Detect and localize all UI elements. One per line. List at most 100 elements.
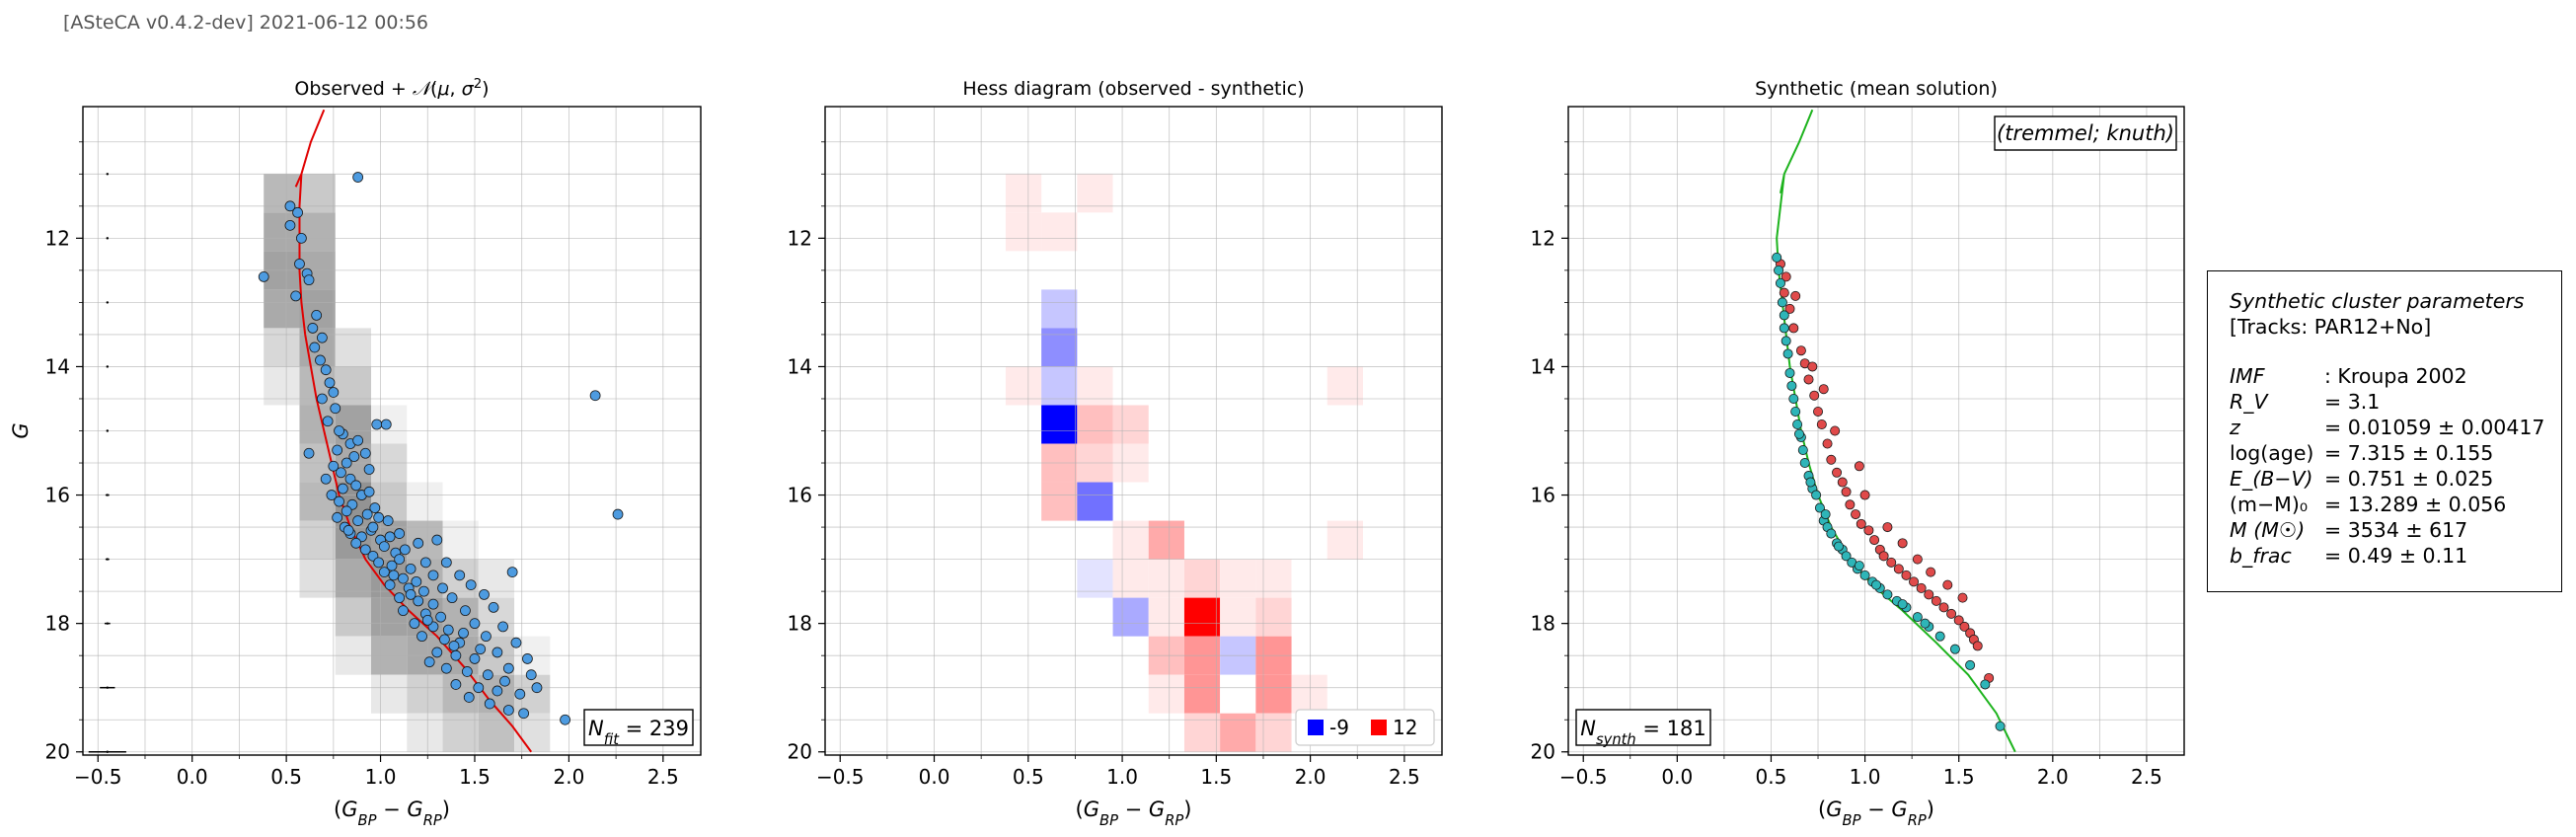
- synthetic-single-star: [1782, 348, 1793, 359]
- x-tick-label: 2.5: [1389, 765, 1420, 789]
- error-bar-point: [106, 173, 110, 176]
- error-bar-point: [106, 301, 110, 304]
- observed-star: [348, 451, 360, 462]
- panel-title: Observed + 𝒩(μ, σ2): [294, 77, 489, 101]
- y-tick-label: 12: [45, 226, 70, 250]
- synthetic-binary-star: [1784, 303, 1795, 314]
- observed-star: [454, 570, 466, 581]
- observed-star: [303, 447, 315, 459]
- observed-star: [398, 605, 409, 617]
- nfit-label: Nfit = 239: [588, 717, 689, 748]
- observed-star: [423, 656, 435, 668]
- synthetic-binary-star: [1972, 641, 1983, 651]
- observed-star: [326, 490, 338, 500]
- observed-star: [328, 460, 340, 472]
- observed-star: [309, 342, 321, 353]
- density-cell: [299, 482, 336, 521]
- synthetic-binary-star: [1909, 576, 1920, 587]
- observed-star: [461, 666, 473, 677]
- observed-star: [469, 653, 481, 664]
- x-tick-label: 1.0: [365, 765, 397, 789]
- error-bar-point: [106, 558, 110, 561]
- observed-star: [322, 416, 334, 427]
- density-cell: [335, 597, 372, 637]
- synthetic-single-star: [1965, 659, 1976, 670]
- synthetic-single-star: [1980, 679, 1991, 690]
- density-cell: [264, 328, 300, 367]
- observed-star: [465, 579, 477, 591]
- synthetic-single-star: [1814, 502, 1825, 513]
- hess-cell: [1005, 366, 1042, 406]
- synthetic-single-star: [1820, 509, 1831, 520]
- plot-area: [83, 107, 701, 755]
- x-tick-label: 1.5: [1200, 765, 1232, 789]
- synthetic-binary-star: [1790, 290, 1801, 301]
- synthetic-single-star: [1841, 551, 1852, 562]
- synthetic-single-star: [1811, 490, 1822, 500]
- observed-star: [388, 570, 400, 581]
- synthetic-single-star: [1779, 323, 1789, 334]
- synthetic-binary-star: [1795, 345, 1806, 356]
- observed-star: [522, 653, 533, 664]
- y-tick-label: 20: [1531, 740, 1555, 764]
- observed-star: [488, 601, 499, 613]
- hess-cell: [1291, 674, 1327, 714]
- observed-star: [446, 592, 458, 604]
- density-cell: [335, 366, 372, 406]
- hess-cell: [1183, 597, 1221, 637]
- synthetic-binary-star: [1841, 487, 1852, 497]
- hess-cell: [1041, 405, 1078, 444]
- observed-star: [320, 364, 332, 376]
- legend-swatch-negative: [1308, 720, 1324, 735]
- observed-star: [448, 641, 460, 651]
- synthetic-binary-star: [1851, 509, 1861, 520]
- density-cell: [371, 597, 408, 637]
- density-cell: [264, 366, 300, 406]
- synthetic-single-star: [1792, 418, 1803, 429]
- density-cell: [299, 559, 336, 598]
- observed-star: [440, 662, 452, 674]
- parameter-row-log-age: log(age) = 7.315 ± 0.155: [2230, 441, 2555, 467]
- hess-cell: [1005, 212, 1042, 252]
- x-tick-label: −0.5: [1559, 765, 1608, 789]
- hess-cell: [1220, 559, 1256, 598]
- observed-star: [336, 467, 346, 479]
- observed-star: [332, 511, 343, 523]
- observed-star: [510, 637, 522, 648]
- parameters-tracks: [Tracks: PAR12+No]: [2230, 315, 2432, 339]
- synthetic-single-star: [1859, 570, 1870, 580]
- observed-star: [499, 675, 510, 687]
- synthetic-single-star: [1882, 589, 1893, 600]
- observed-star: [369, 502, 381, 513]
- synthetic-binary-star: [1953, 615, 1964, 626]
- y-tick-label: 14: [1531, 354, 1555, 378]
- isochrone-upper-line: [300, 109, 326, 175]
- density-cell: [299, 174, 336, 213]
- x-tick-label: 0.5: [270, 765, 302, 789]
- observed-star: [502, 662, 514, 674]
- synthetic-single-star: [1797, 445, 1808, 456]
- synthetic-binary-star: [1830, 425, 1841, 436]
- y-axis-label: G: [9, 422, 33, 438]
- synthetic-binary-star: [1938, 602, 1949, 613]
- error-bar-point: [106, 686, 110, 689]
- x-tick-label: 2.5: [2131, 765, 2162, 789]
- synthetic-single-star: [1995, 721, 2006, 731]
- synthetic-binary-star: [1893, 564, 1904, 574]
- synthetic-binary-star: [1878, 551, 1889, 562]
- observed-star: [324, 377, 336, 389]
- x-tick-label: 2.0: [553, 765, 584, 789]
- y-tick-label: 14: [45, 354, 70, 378]
- synthetic-single-star: [1772, 252, 1782, 263]
- synthetic-binary-star: [1780, 271, 1791, 282]
- observed-star: [399, 544, 411, 556]
- observed-star: [514, 688, 526, 700]
- legend-swatch-positive: [1371, 720, 1387, 735]
- panel-title: Synthetic (mean solution): [1755, 78, 1998, 100]
- synthetic-binary-star: [1856, 518, 1866, 529]
- y-tick-label: 16: [788, 484, 812, 507]
- observed-star: [482, 669, 493, 681]
- observed-star: [328, 387, 340, 398]
- synthetic-binary-star: [1863, 525, 1874, 536]
- observed-star: [378, 567, 390, 578]
